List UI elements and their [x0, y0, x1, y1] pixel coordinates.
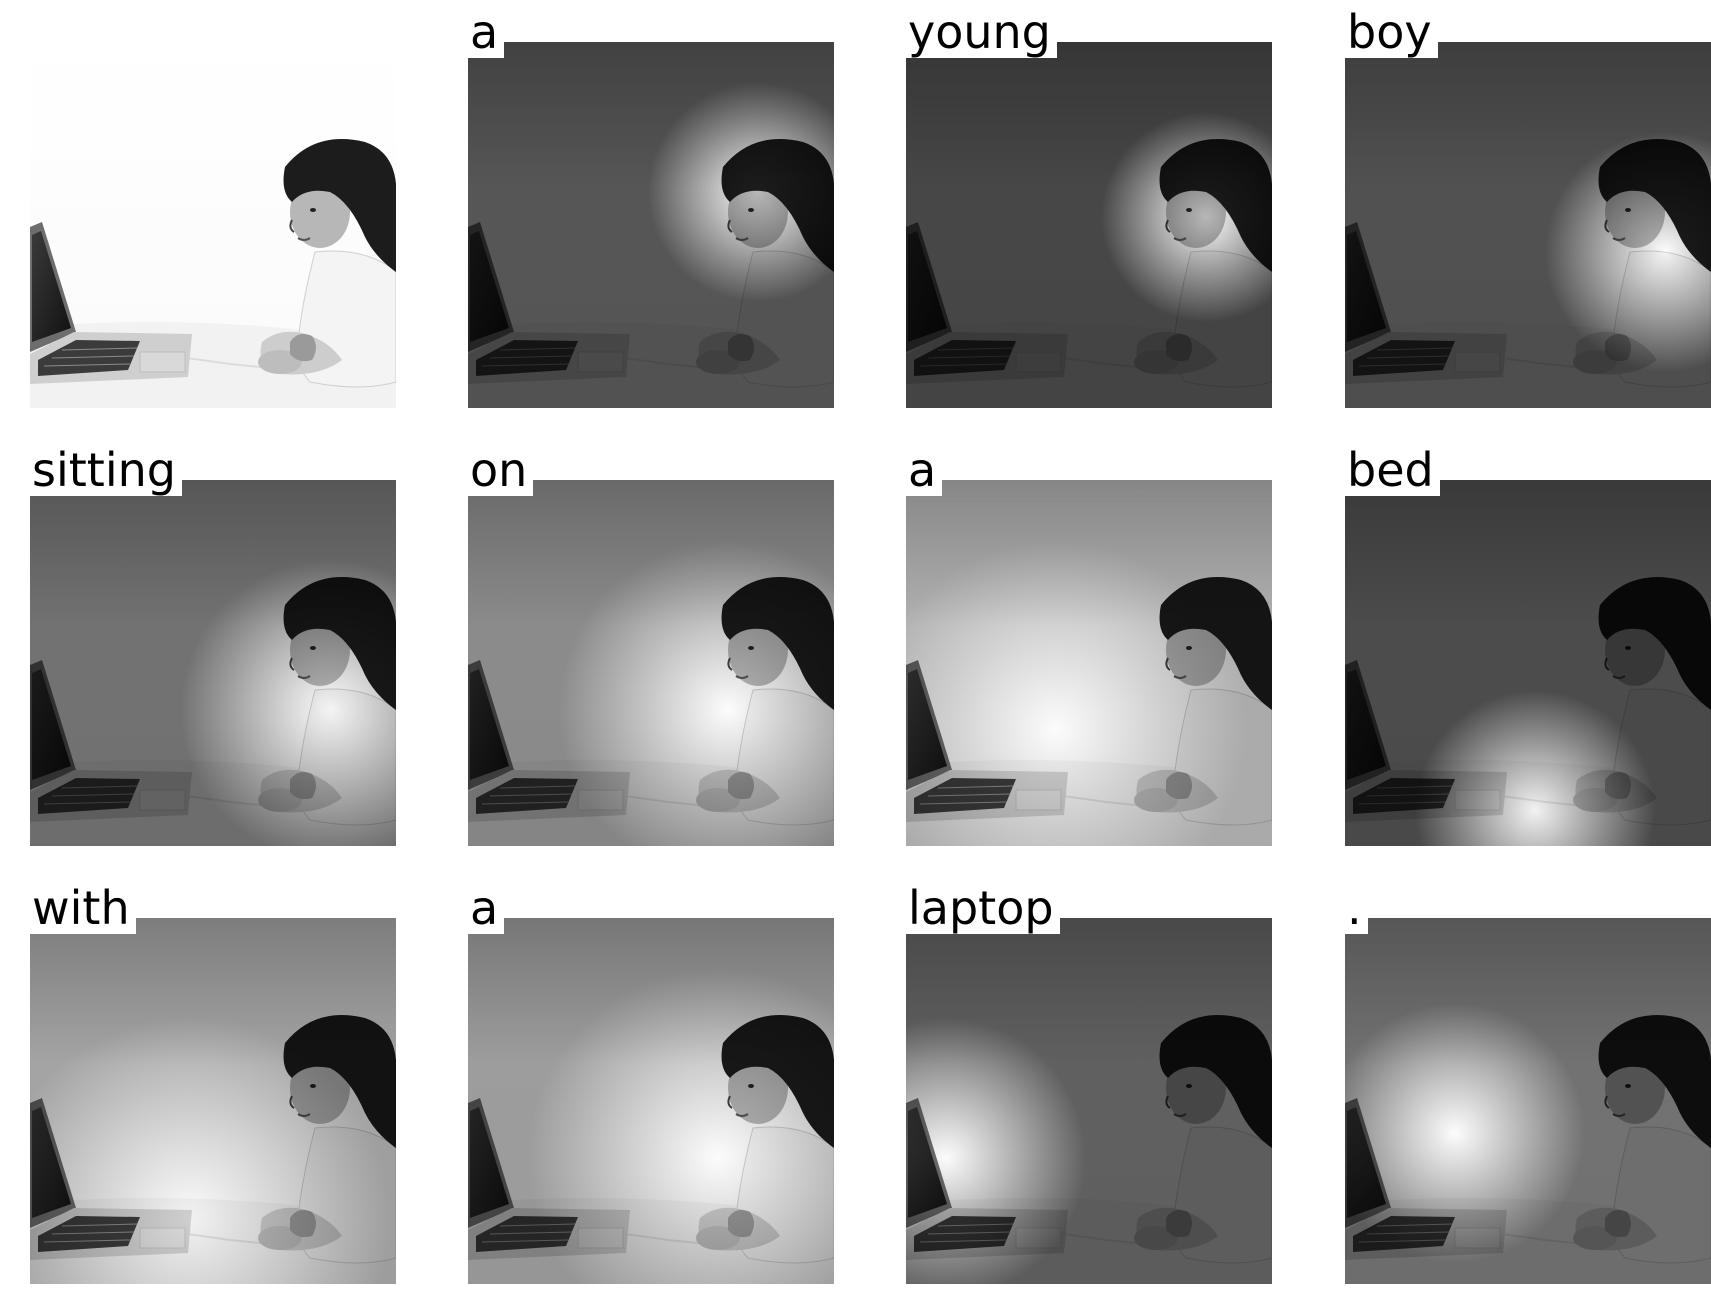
- attention-panel: a: [468, 6, 834, 408]
- attention-panel: with: [30, 882, 396, 1284]
- attention-heatmap-image: [906, 480, 1272, 846]
- attention-panel: on: [468, 444, 834, 846]
- caption-word-label: boy: [1345, 6, 1438, 58]
- caption-word-label: young: [906, 6, 1057, 58]
- attention-heatmap-image: [1345, 480, 1711, 846]
- attention-panel: laptop: [906, 882, 1272, 1284]
- attention-heatmap-image: [468, 42, 834, 408]
- attention-heatmap-image: [468, 480, 834, 846]
- attention-panel: bed: [1345, 444, 1711, 846]
- attention-panel: sitting: [30, 444, 396, 846]
- caption-word-label: a: [468, 882, 505, 934]
- attention-heatmap-image: [468, 918, 834, 1284]
- attention-panel: young: [906, 6, 1272, 408]
- caption-word-label: on: [468, 444, 534, 496]
- caption-word-label: .: [1345, 882, 1368, 934]
- attention-panel: a: [468, 882, 834, 1284]
- attention-panel: a: [906, 444, 1272, 846]
- attention-heatmap-image: [906, 42, 1272, 408]
- original-photo-panel: [30, 42, 396, 408]
- attention-heatmap-image: [1345, 918, 1711, 1284]
- attention-heatmap-image: [30, 918, 396, 1284]
- caption-word-label: bed: [1345, 444, 1440, 496]
- attention-heatmap-image: [30, 480, 396, 846]
- caption-word-label: with: [30, 882, 136, 934]
- caption-word-label: sitting: [30, 444, 182, 496]
- caption-word-label: a: [468, 6, 505, 58]
- attention-panel: .: [1345, 882, 1711, 1284]
- attention-panel: boy: [1345, 6, 1711, 408]
- attention-heatmap-image: [906, 918, 1272, 1284]
- attention-heatmap-image: [1345, 42, 1711, 408]
- photo-image: [30, 42, 396, 408]
- caption-word-label: a: [906, 444, 943, 496]
- caption-word-label: laptop: [906, 882, 1060, 934]
